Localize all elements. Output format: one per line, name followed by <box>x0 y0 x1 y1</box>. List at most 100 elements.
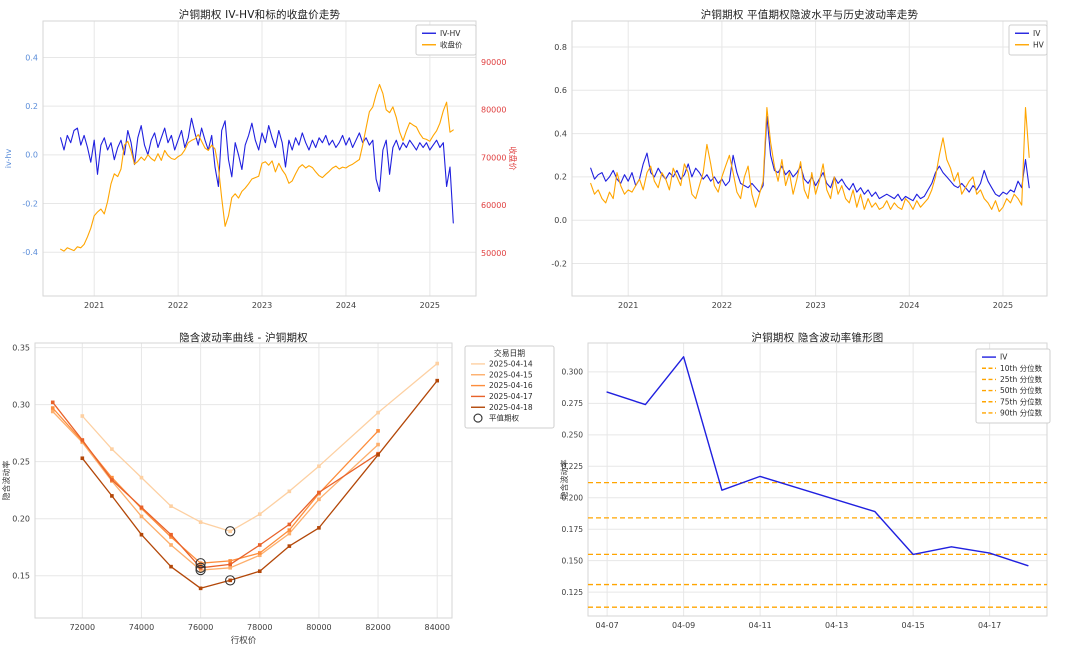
data-point-marker <box>228 565 232 570</box>
plot-area <box>42 20 477 297</box>
chart-vol-smile: 72000 74000 76000 78000 80000 82000 84000 0.35 0… <box>0 323 555 646</box>
y-tick-label: 0.20 <box>12 515 30 524</box>
y-tick-label: 0.4 <box>554 129 567 138</box>
data-point-marker <box>110 494 114 498</box>
data-point-marker <box>435 378 440 383</box>
data-point-marker <box>139 475 144 480</box>
y-tick-label: 0.2 <box>25 102 38 111</box>
y-tick-label: 0.8 <box>554 43 567 52</box>
x-tick-label: 82000 <box>365 623 390 632</box>
x-tick-label: 72000 <box>70 623 95 632</box>
series-2025-04-15 <box>52 410 379 571</box>
y2-tick-label: 50000 <box>481 249 506 258</box>
chart-iv-hv-price: 2021 2022 2023 2024 2025 0.4 0.2 0.0 -0.2 -0.4 900… <box>0 0 540 323</box>
legend-item-label: 平值期权 <box>489 413 519 423</box>
legend-item-label: 25th 分位数 <box>1000 374 1043 384</box>
data-point-marker <box>50 406 55 410</box>
x-tick-label: 04-07 <box>596 621 619 630</box>
data-point-marker <box>169 564 173 569</box>
data-point-marker <box>376 442 380 447</box>
chart-canvas-vol-smile: 72000 74000 76000 78000 80000 82000 84000 0.35 0… <box>1 342 555 646</box>
chart-vol-cone: 04-07 04-09 04-11 04-13 04-15 04-17 0.300 0.275… <box>540 323 1080 646</box>
x-axis-label: 行权价 <box>231 635 257 646</box>
series-IV-HV <box>60 117 454 224</box>
y2-tick-label: 70000 <box>481 153 506 162</box>
data-point-marker <box>110 478 114 482</box>
y-axis-label: 隐含波动率 <box>559 460 569 500</box>
legend-item-label: 2025-04-16 <box>489 381 533 390</box>
y-axis-label: 隐含波动率 <box>1 461 11 501</box>
gridlines <box>43 21 476 296</box>
y-tick-label: 0.30 <box>12 400 30 409</box>
y-tick-label: 0.175 <box>562 525 584 534</box>
y-tick-label: 0.150 <box>562 556 584 565</box>
data-point-marker <box>287 544 292 548</box>
data-point-marker <box>228 562 232 567</box>
chart-title-vol-cone: 沪铜期权 隐含波动率锥形图 <box>751 332 884 344</box>
x-tick-label: 80000 <box>306 623 331 632</box>
x-tick-label: 04-15 <box>902 621 925 630</box>
y-tick-label: 0.4 <box>25 53 38 62</box>
legend-item-label: IV <box>1033 29 1041 38</box>
y-tick-label: 0.275 <box>562 399 584 408</box>
plot-area <box>587 342 1048 617</box>
data-point-marker <box>376 453 380 457</box>
y-tick-label: -0.4 <box>22 248 38 257</box>
y-tick-label: 0.200 <box>562 494 584 503</box>
x-tick-label: 74000 <box>129 623 154 632</box>
legend-item-label: IV-HV <box>440 29 461 38</box>
x-tick-label: 04-09 <box>672 621 695 630</box>
legend-item-label: 收盘价 <box>440 39 463 49</box>
data-point-marker <box>80 456 85 461</box>
data-point-marker <box>169 504 173 508</box>
legend-item-label: 2025-04-18 <box>489 403 533 412</box>
data-point-marker <box>50 409 55 414</box>
data-point-marker <box>287 522 292 527</box>
atm-option-ring <box>225 575 236 586</box>
x-tick-label: 78000 <box>247 623 272 632</box>
data-point-marker <box>198 568 203 572</box>
data-point-marker <box>228 578 232 583</box>
y2-tick-label: 80000 <box>481 106 506 115</box>
data-point-marker <box>376 429 380 433</box>
data-point-marker <box>110 475 114 480</box>
plot-area <box>571 20 1048 297</box>
data-point-marker <box>169 532 173 537</box>
x-tick-label: 2023 <box>252 301 272 310</box>
data-point-marker <box>228 559 232 563</box>
x-tick-label: 84000 <box>424 623 449 632</box>
x-tick-label: 04-11 <box>749 621 772 630</box>
chart-title-iv-hv-price: 沪铜期权 IV-HV和标的收盘价走势 <box>178 9 341 21</box>
x-tick-label: 2022 <box>712 301 732 310</box>
data-point-marker <box>257 553 262 558</box>
data-point-marker <box>287 489 292 494</box>
y-tick-label: 0.2 <box>554 173 567 182</box>
x-tick-label: 2024 <box>336 301 356 310</box>
legend-item-label: 50th 分位数 <box>1000 385 1043 395</box>
data-point-marker <box>80 414 85 418</box>
x-tick-label: 2024 <box>899 301 919 310</box>
x-tick-label: 04-17 <box>978 621 1001 630</box>
data-point-marker <box>50 400 55 405</box>
gridlines <box>588 343 1047 616</box>
chart-canvas-iv-hv-trend: 2021 2022 2023 2024 2025 0.8 0.6 0.4 0.2 0.0 -0.2 I… <box>551 20 1048 310</box>
y-axis-label: iv-hv <box>4 149 13 169</box>
y2-tick-label: 60000 <box>481 201 506 210</box>
chart-iv-hv-trend: 2021 2022 2023 2024 2025 0.8 0.6 0.4 0.2 0.0 -0.2 I… <box>540 0 1080 323</box>
gridlines <box>35 343 452 618</box>
x-tick-label: 2021 <box>84 301 104 310</box>
data-point-marker <box>317 490 321 495</box>
plot-area <box>34 342 453 619</box>
data-point-marker <box>317 464 321 469</box>
atm-option-ring <box>225 526 236 537</box>
data-point-marker <box>287 528 292 532</box>
series-IV <box>606 356 1029 567</box>
legend-item-label: 10th 分位数 <box>1000 363 1043 373</box>
data-point-marker <box>139 532 144 537</box>
chart-canvas-iv-hv-price: 2021 2022 2023 2024 2025 0.4 0.2 0.0 -0.2 -0.4 900… <box>4 20 518 310</box>
y-tick-label: -0.2 <box>551 259 567 268</box>
data-point-marker <box>317 497 321 502</box>
y-tick-label: 0.300 <box>562 368 584 377</box>
